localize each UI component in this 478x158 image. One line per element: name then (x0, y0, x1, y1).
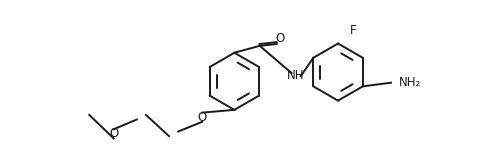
Text: O: O (197, 111, 207, 124)
Text: NH: NH (286, 69, 304, 82)
Text: O: O (276, 32, 285, 45)
Text: NH₂: NH₂ (399, 76, 422, 89)
Text: F: F (350, 24, 357, 37)
Text: O: O (109, 127, 119, 140)
